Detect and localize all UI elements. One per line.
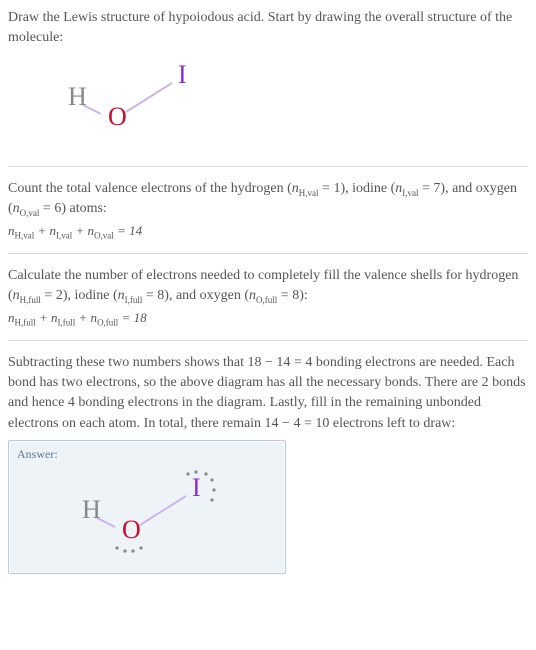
bond-o-i: [126, 83, 172, 112]
t: + n: [75, 310, 97, 325]
electron-dot: [212, 488, 215, 491]
t: = 1), iodine (: [319, 181, 396, 196]
section-count-valence: Count the total valence electrons of the…: [8, 179, 528, 254]
t: Count the total valence electrons of the…: [8, 181, 292, 196]
t: = 2), iodine (: [41, 288, 118, 303]
subtract-text: Subtracting these two numbers shows that…: [8, 353, 528, 434]
s: O,val: [94, 231, 114, 241]
v: n: [292, 181, 299, 196]
electron-dot: [194, 470, 197, 473]
structure-initial-svg: H O I: [28, 61, 228, 141]
count-valence-text: Count the total valence electrons of the…: [8, 179, 528, 221]
atom-h: H: [68, 82, 87, 111]
s: O,val: [20, 208, 40, 218]
s: H,full: [15, 318, 36, 328]
electron-dot: [131, 549, 134, 552]
t: = 18: [118, 310, 146, 325]
s: H,val: [299, 187, 319, 197]
structure-initial: H O I: [8, 57, 528, 150]
answer-box: Answer: H O I: [8, 440, 286, 574]
section-answer: Subtracting these two numbers shows that…: [8, 353, 528, 586]
electron-dot: [139, 546, 142, 549]
s: O,full: [97, 318, 118, 328]
section-intro: Draw the Lewis structure of hypoiodous a…: [8, 8, 528, 167]
t: + n: [36, 310, 58, 325]
v: n: [249, 288, 256, 303]
t: = 6) atoms:: [39, 201, 106, 216]
electron-dot: [210, 498, 213, 501]
t: = 14: [114, 223, 142, 238]
s: O,full: [256, 295, 277, 305]
t: = 8), and oxygen (: [142, 288, 249, 303]
s: I,full: [58, 318, 76, 328]
t: + n: [34, 223, 56, 238]
ans-atom-h: H: [82, 495, 101, 524]
s: H,val: [15, 231, 35, 241]
v: n: [13, 288, 20, 303]
full-shells-text: Calculate the number of electrons needed…: [8, 266, 528, 307]
ans-atom-i: I: [192, 473, 201, 502]
s: H,full: [20, 295, 41, 305]
t: = 8):: [277, 288, 307, 303]
answer-label: Answer:: [17, 447, 277, 462]
equation-full: nH,full + nI,full + nO,full = 18: [8, 310, 528, 328]
electron-dot: [186, 472, 189, 475]
answer-structure-svg: H O I: [17, 462, 257, 562]
atom-i: I: [178, 61, 187, 89]
electron-dot: [204, 472, 207, 475]
intro-text: Draw the Lewis structure of hypoiodous a…: [8, 8, 528, 49]
s: I,val: [402, 187, 418, 197]
v: n: [118, 288, 125, 303]
electron-dot: [123, 549, 126, 552]
electron-dot: [115, 546, 118, 549]
ans-atom-o: O: [122, 515, 141, 544]
equation-valence: nH,val + nI,val + nO,val = 14: [8, 223, 528, 241]
section-full-shells: Calculate the number of electrons needed…: [8, 266, 528, 341]
electron-dot: [210, 478, 213, 481]
s: I,full: [125, 295, 143, 305]
v: n: [13, 201, 20, 216]
ans-bond-o-i: [140, 496, 186, 525]
atom-o: O: [108, 102, 127, 131]
s: I,val: [56, 231, 72, 241]
t: + n: [72, 223, 94, 238]
